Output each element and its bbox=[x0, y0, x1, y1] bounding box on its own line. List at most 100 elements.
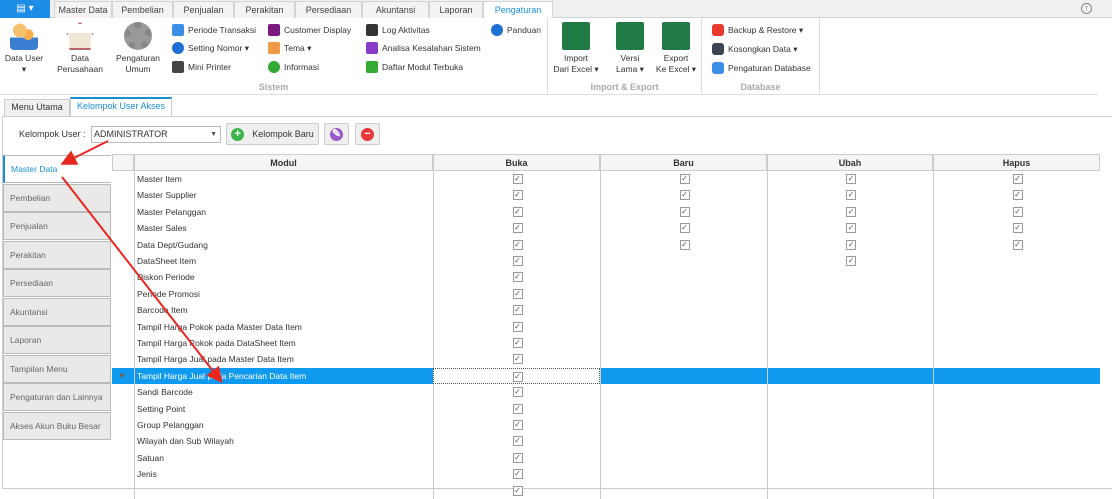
pengaturan-umum-button[interactable]: Pengaturan Umum bbox=[112, 22, 164, 75]
checkbox-checked[interactable]: ✓ bbox=[679, 174, 690, 184]
checkbox-checked[interactable]: ✓ bbox=[512, 206, 523, 217]
checkbox-checked[interactable]: ✓ bbox=[846, 190, 856, 201]
kelompok-user-select[interactable]: ADMINISTRATOR ▼ bbox=[91, 126, 221, 143]
side-tab-perakitan[interactable]: Perakitan bbox=[3, 240, 111, 269]
button-calendar[interactable]: Periode Transaksi bbox=[172, 22, 256, 38]
table-row[interactable]: Barcode Item ✓ bbox=[112, 302, 1100, 319]
checkbox-checked[interactable]: ✓ bbox=[512, 403, 523, 414]
checkbox-checked[interactable]: ✓ bbox=[1012, 190, 1023, 201]
export-excel-button[interactable]: Export Ke Excel ▾ bbox=[652, 22, 700, 75]
side-tab-akuntansi[interactable]: Akuntansi bbox=[3, 297, 111, 326]
checkbox-checked[interactable]: ✓ bbox=[512, 371, 523, 382]
checkbox-checked[interactable]: ✓ bbox=[1012, 223, 1023, 234]
ribbon-tab-pengaturan[interactable]: Pengaturan bbox=[483, 1, 553, 19]
table-row[interactable]: Setting Point ✓ bbox=[112, 400, 1100, 417]
checkbox-checked[interactable]: ✓ bbox=[679, 206, 690, 217]
checkbox-checked[interactable]: ✓ bbox=[512, 452, 523, 463]
button-info[interactable]: Informasi bbox=[268, 59, 319, 75]
checkbox-checked[interactable]: ✓ bbox=[846, 256, 856, 266]
table-row[interactable]: Diskon Periode ✓ bbox=[112, 269, 1100, 286]
side-tab-laporan[interactable]: Laporan bbox=[3, 326, 111, 354]
side-tab-persediaan[interactable]: Persediaan bbox=[3, 269, 111, 297]
checkbox-checked[interactable]: ✓ bbox=[679, 223, 690, 234]
tab-menu-utama[interactable]: Menu Utama bbox=[4, 99, 70, 116]
data-user-button[interactable]: Data User ▾ bbox=[4, 22, 44, 75]
button-theme[interactable]: Tema ▾ bbox=[268, 40, 311, 56]
ribbon-tab-pembelian[interactable]: Pembelian bbox=[112, 1, 173, 18]
data-perusahaan-button[interactable]: Data Perusahaan bbox=[54, 22, 106, 75]
ribbon-tab-perakitan[interactable]: Perakitan bbox=[234, 1, 295, 18]
table-row[interactable]: ✓ bbox=[112, 482, 1100, 499]
button-refresh[interactable]: Analisa Kesalahan Sistem bbox=[366, 40, 481, 56]
kelompok-baru-button[interactable]: + Kelompok Baru bbox=[226, 123, 319, 145]
ribbon-tab-penjualan[interactable]: Penjualan bbox=[173, 1, 234, 18]
table-row[interactable]: ▶ Tampil Harga Jual pada Pencarian Data I… bbox=[112, 367, 1100, 385]
table-row[interactable]: Master Supplier ✓ ✓ ✓ ✓ bbox=[112, 187, 1100, 204]
table-row[interactable]: DataSheet Item ✓ ✓ bbox=[112, 253, 1100, 270]
column-header-hapus[interactable]: Hapus bbox=[933, 154, 1100, 171]
button-printer[interactable]: Mini Printer bbox=[172, 59, 231, 75]
checkbox-checked[interactable]: ✓ bbox=[512, 239, 523, 250]
checkbox-checked[interactable]: ✓ bbox=[512, 223, 523, 234]
side-tab-tampilan-menu[interactable]: Tampilan Menu bbox=[3, 354, 111, 383]
table-row[interactable]: Master Pelanggan ✓ ✓ ✓ ✓ bbox=[112, 203, 1100, 221]
delete-button[interactable]: − bbox=[355, 123, 380, 145]
table-row[interactable]: Wilayah dan Sub Wilayah ✓ bbox=[112, 433, 1100, 450]
table-row[interactable]: Data Dept/Gudang ✓ ✓ ✓ ✓ bbox=[112, 236, 1100, 253]
button-folder[interactable]: Daftar Modul Terbuka bbox=[366, 59, 463, 75]
ribbon-tab-laporan[interactable]: Laporan bbox=[429, 1, 483, 18]
checkbox-checked[interactable]: ✓ bbox=[512, 436, 523, 447]
side-tab-akses-akun-buku-besar[interactable]: Akses Akun Buku Besar bbox=[3, 411, 111, 440]
checkbox-checked[interactable]: ✓ bbox=[679, 239, 690, 250]
checkbox-checked[interactable]: ✓ bbox=[512, 338, 523, 348]
column-header-buka[interactable]: Buka bbox=[433, 154, 600, 171]
tab-kelompok-user-akses[interactable]: Kelompok User Akses bbox=[70, 97, 172, 117]
button-monitor[interactable]: Customer Display bbox=[268, 22, 351, 38]
checkbox-checked[interactable]: ✓ bbox=[512, 354, 523, 365]
ribbon-tab-persediaan[interactable]: Persediaan bbox=[295, 1, 362, 18]
button-footprints[interactable]: Log Aktivitas bbox=[366, 22, 430, 38]
table-row[interactable]: Group Pelanggan ✓ bbox=[112, 417, 1100, 434]
edit-button[interactable]: ✎ bbox=[324, 123, 349, 145]
side-tab-pengaturan-dan-lainnya[interactable]: Pengaturan dan Lainnya bbox=[3, 383, 111, 411]
checkbox-checked[interactable]: ✓ bbox=[512, 190, 523, 201]
checkbox-checked[interactable]: ✓ bbox=[512, 485, 523, 496]
checkbox-checked[interactable]: ✓ bbox=[846, 174, 856, 184]
checkbox-checked[interactable]: ✓ bbox=[512, 256, 523, 266]
table-row[interactable]: Master Sales ✓ ✓ ✓ ✓ bbox=[112, 220, 1100, 237]
button-number[interactable]: Setting Nomor ▾ bbox=[172, 40, 249, 56]
side-tab-pembelian[interactable]: Pembelian bbox=[3, 183, 111, 212]
checkbox-checked[interactable]: ✓ bbox=[512, 174, 523, 184]
table-row[interactable]: Tampil Harga Jual pada Master Data Item ✓ bbox=[112, 351, 1100, 368]
button-help[interactable]: Panduan bbox=[491, 22, 541, 38]
checkbox-checked[interactable]: ✓ bbox=[1012, 206, 1023, 217]
ribbon-tab-master-data[interactable]: Master Data bbox=[54, 1, 112, 18]
checkbox-checked[interactable]: ✓ bbox=[1012, 174, 1023, 184]
table-row[interactable]: Master Item ✓ ✓ ✓ ✓ bbox=[112, 171, 1100, 188]
table-row[interactable]: Tampil Harga Pokok pada DataSheet Item ✓ bbox=[112, 335, 1100, 352]
table-row[interactable]: Periode Promosi ✓ bbox=[112, 285, 1100, 303]
checkbox-checked[interactable]: ✓ bbox=[512, 288, 523, 299]
side-tab-master-data[interactable]: Master Data bbox=[3, 155, 111, 183]
app-menu-button[interactable]: ▤ ▾ bbox=[0, 0, 50, 18]
checkbox-checked[interactable]: ✓ bbox=[846, 223, 856, 234]
checkbox-checked[interactable]: ✓ bbox=[512, 321, 523, 332]
column-header-modul[interactable]: Modul bbox=[134, 154, 433, 171]
side-tab-penjualan[interactable]: Penjualan bbox=[3, 212, 111, 240]
checkbox-checked[interactable]: ✓ bbox=[512, 272, 523, 283]
table-row[interactable]: Jenis ✓ bbox=[112, 466, 1100, 483]
ribbon-tab-akuntansi[interactable]: Akuntansi bbox=[362, 1, 429, 18]
button-kosongkan-data[interactable]: Kosongkan Data ▾ bbox=[712, 41, 797, 57]
checkbox-checked[interactable]: ✓ bbox=[512, 387, 523, 398]
checkbox-checked[interactable]: ✓ bbox=[1012, 239, 1023, 250]
checkbox-checked[interactable]: ✓ bbox=[512, 420, 523, 430]
versi-lama-button[interactable]: Versi Lama ▾ bbox=[606, 22, 654, 75]
column-header-baru[interactable]: Baru bbox=[600, 154, 767, 171]
import-excel-button[interactable]: Import Dari Excel ▾ bbox=[552, 22, 600, 75]
checkbox-checked[interactable]: ✓ bbox=[846, 206, 856, 217]
column-header-ubah[interactable]: Ubah bbox=[767, 154, 933, 171]
button-backup-restore[interactable]: Backup & Restore ▾ bbox=[712, 22, 803, 38]
collapse-ribbon-icon[interactable]: ↑ bbox=[1081, 3, 1092, 14]
checkbox-checked[interactable]: ✓ bbox=[512, 469, 523, 480]
checkbox-checked[interactable]: ✓ bbox=[512, 305, 523, 316]
